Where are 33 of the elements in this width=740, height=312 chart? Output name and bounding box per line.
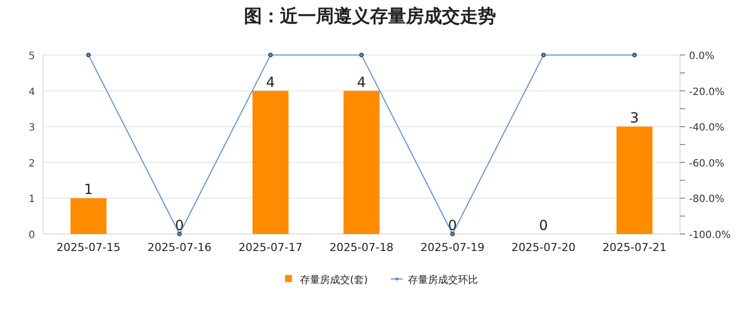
y2-tick-label: -80.0% xyxy=(689,194,724,206)
data-label: 0 xyxy=(448,218,457,234)
y-tick-label: 4 xyxy=(28,86,35,98)
x-tick-label: 2025-07-18 xyxy=(330,241,394,254)
data-label: 1 xyxy=(84,182,93,198)
data-label: 0 xyxy=(175,218,184,234)
chart-title: 图：近一周遵义存量房成交走势 xyxy=(244,6,496,27)
x-tick-label: 2025-07-16 xyxy=(148,241,212,254)
data-label: 3 xyxy=(630,110,639,127)
y2-tick-label: -20.0% xyxy=(689,86,724,98)
y2-tick-label: -60.0% xyxy=(689,158,724,170)
bar xyxy=(344,90,380,234)
y2-tick-label: 0.0% xyxy=(689,51,714,62)
y-tick-label: 3 xyxy=(28,122,35,134)
x-tick-label: 2025-07-15 xyxy=(56,241,120,254)
y2-tick-label: -100.0% xyxy=(689,230,731,241)
data-label: 4 xyxy=(357,74,366,91)
y2-tick-label: -40.0% xyxy=(689,122,724,134)
bar xyxy=(252,90,288,234)
data-label: 4 xyxy=(266,74,276,91)
x-tick-label: 2025-07-21 xyxy=(602,241,666,254)
y-tick-label: 1 xyxy=(28,194,35,206)
legend-label: 存量房成交环比 xyxy=(408,274,478,286)
bar xyxy=(70,198,106,234)
legend-label: 存量房成交(套) xyxy=(300,274,368,286)
bar xyxy=(616,126,652,234)
x-tick-label: 2025-07-19 xyxy=(420,241,484,254)
data-label: 0 xyxy=(539,218,548,234)
x-tick-label: 2025-07-17 xyxy=(238,241,302,254)
y-tick-label: 2 xyxy=(28,158,35,170)
x-tick-label: 2025-07-20 xyxy=(512,241,576,254)
y-tick-label: 5 xyxy=(28,51,35,62)
y-tick-label: 0 xyxy=(28,230,35,241)
